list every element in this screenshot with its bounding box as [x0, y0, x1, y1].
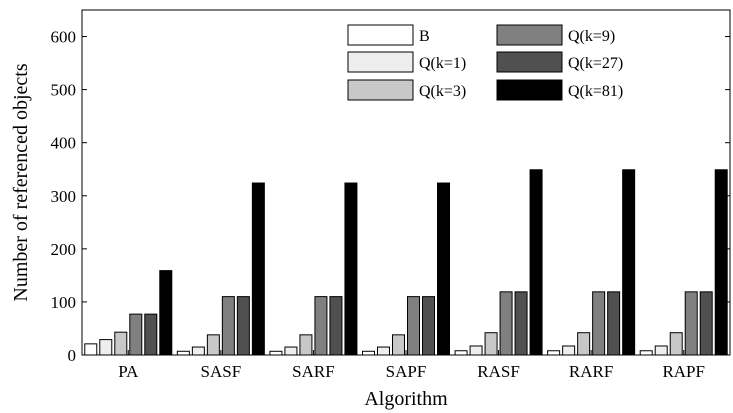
bar-rarf-q-k-3: [577, 332, 591, 356]
bar-sasf-q-k-27: [236, 296, 250, 356]
bar-sarf-b: [269, 350, 283, 356]
bar-pa-q-k-9: [129, 313, 143, 356]
legend-swatch: [496, 79, 563, 101]
legend-swatch: [496, 24, 563, 46]
x-axis-ticks: PA SASF SARF SAPF RASF RARF RAPF: [118, 350, 705, 381]
y-tick-label: 100: [51, 293, 77, 312]
bar-rarf-q-k-9: [592, 291, 606, 356]
legend-swatch: [347, 79, 414, 101]
bar-sapf-q-k-1: [377, 346, 390, 356]
bar-sarf-q-k-9: [314, 296, 328, 356]
y-tick-label: 500: [51, 81, 77, 100]
y-tick-label: 600: [51, 28, 77, 47]
y-axis-ticks: 0 100 200 300 400 500 600: [51, 28, 730, 365]
legend-swatch: [347, 51, 414, 73]
bar-rasf-b: [454, 350, 468, 356]
y-tick-label: 0: [68, 346, 77, 365]
bar-rarf-q-k-27: [607, 291, 621, 356]
bar-rasf-q-k-3: [484, 332, 498, 356]
bar-sapf-q-k-81: [437, 182, 450, 356]
bar-rasf-q-k-81: [529, 169, 543, 356]
bar-sasf-b: [176, 350, 190, 356]
legend-label: Q(k=3): [419, 83, 466, 100]
bar-pa-q-k-3: [114, 331, 128, 356]
bar-sarf-q-k-27: [329, 296, 343, 356]
legend-label: Q(k=27): [568, 55, 623, 72]
bar-sasf-q-k-81: [251, 182, 265, 356]
bar-sarf-q-k-81: [344, 182, 358, 356]
bar-rasf-q-k-27: [514, 291, 528, 356]
x-tick-label-rarf: RARF: [569, 362, 613, 381]
legend-label: B: [419, 28, 430, 45]
bar-rapf-q-k-1: [654, 345, 668, 356]
bar-rapf-b: [639, 350, 653, 356]
bar-pa-b: [84, 343, 98, 356]
bar-rapf-q-k-81: [714, 169, 728, 356]
bar-sapf-q-k-9: [407, 296, 420, 356]
y-tick-label: 300: [51, 187, 77, 206]
bar-rapf-q-k-27: [699, 291, 713, 356]
bar-rasf-q-k-1: [469, 345, 483, 356]
legend-swatch: [496, 51, 563, 73]
bar-rarf-q-k-81: [622, 169, 636, 356]
legend-swatch: [347, 24, 414, 46]
x-tick-label-pa: PA: [118, 362, 139, 381]
bars: [84, 169, 728, 356]
bar-rarf-q-k-1: [562, 345, 576, 356]
x-tick-label-sarf: SARF: [292, 362, 335, 381]
legend-label: Q(k=9): [568, 28, 615, 45]
bar-sarf-q-k-3: [299, 334, 313, 356]
bar-sasf-q-k-1: [191, 346, 205, 356]
bar-sapf-q-k-27: [422, 296, 435, 356]
x-tick-label-sapf: SAPF: [386, 362, 427, 381]
bar-sarf-q-k-1: [284, 346, 298, 356]
x-tick-label-sasf: SASF: [201, 362, 242, 381]
bar-pa-q-k-1: [99, 339, 113, 356]
legend-label: Q(k=81): [568, 83, 623, 100]
legend-label: Q(k=1): [419, 55, 466, 72]
bar-rapf-q-k-9: [684, 291, 698, 356]
bar-rarf-b: [547, 350, 561, 356]
bar-sapf-q-k-3: [392, 334, 405, 356]
bar-pa-q-k-27: [144, 313, 158, 356]
legend: B Q(k=1) Q(k=3) Q(k=9) Q(k=27) Q(k=81): [347, 24, 623, 101]
y-tick-label: 200: [51, 240, 77, 259]
y-axis-title: Number of referenced objects: [10, 63, 32, 301]
bar-rasf-q-k-9: [499, 291, 513, 356]
bar-rapf-q-k-3: [669, 332, 683, 356]
bar-sapf-b: [362, 350, 375, 356]
x-axis-title: Algorithm: [364, 388, 448, 410]
x-tick-label-rapf: RAPF: [662, 362, 705, 381]
x-tick-label-rasf: RASF: [477, 362, 520, 381]
bar-sasf-q-k-9: [221, 296, 235, 356]
bar-pa-q-k-81: [159, 270, 173, 356]
y-tick-label: 400: [51, 134, 77, 153]
bar-sasf-q-k-3: [206, 334, 220, 356]
